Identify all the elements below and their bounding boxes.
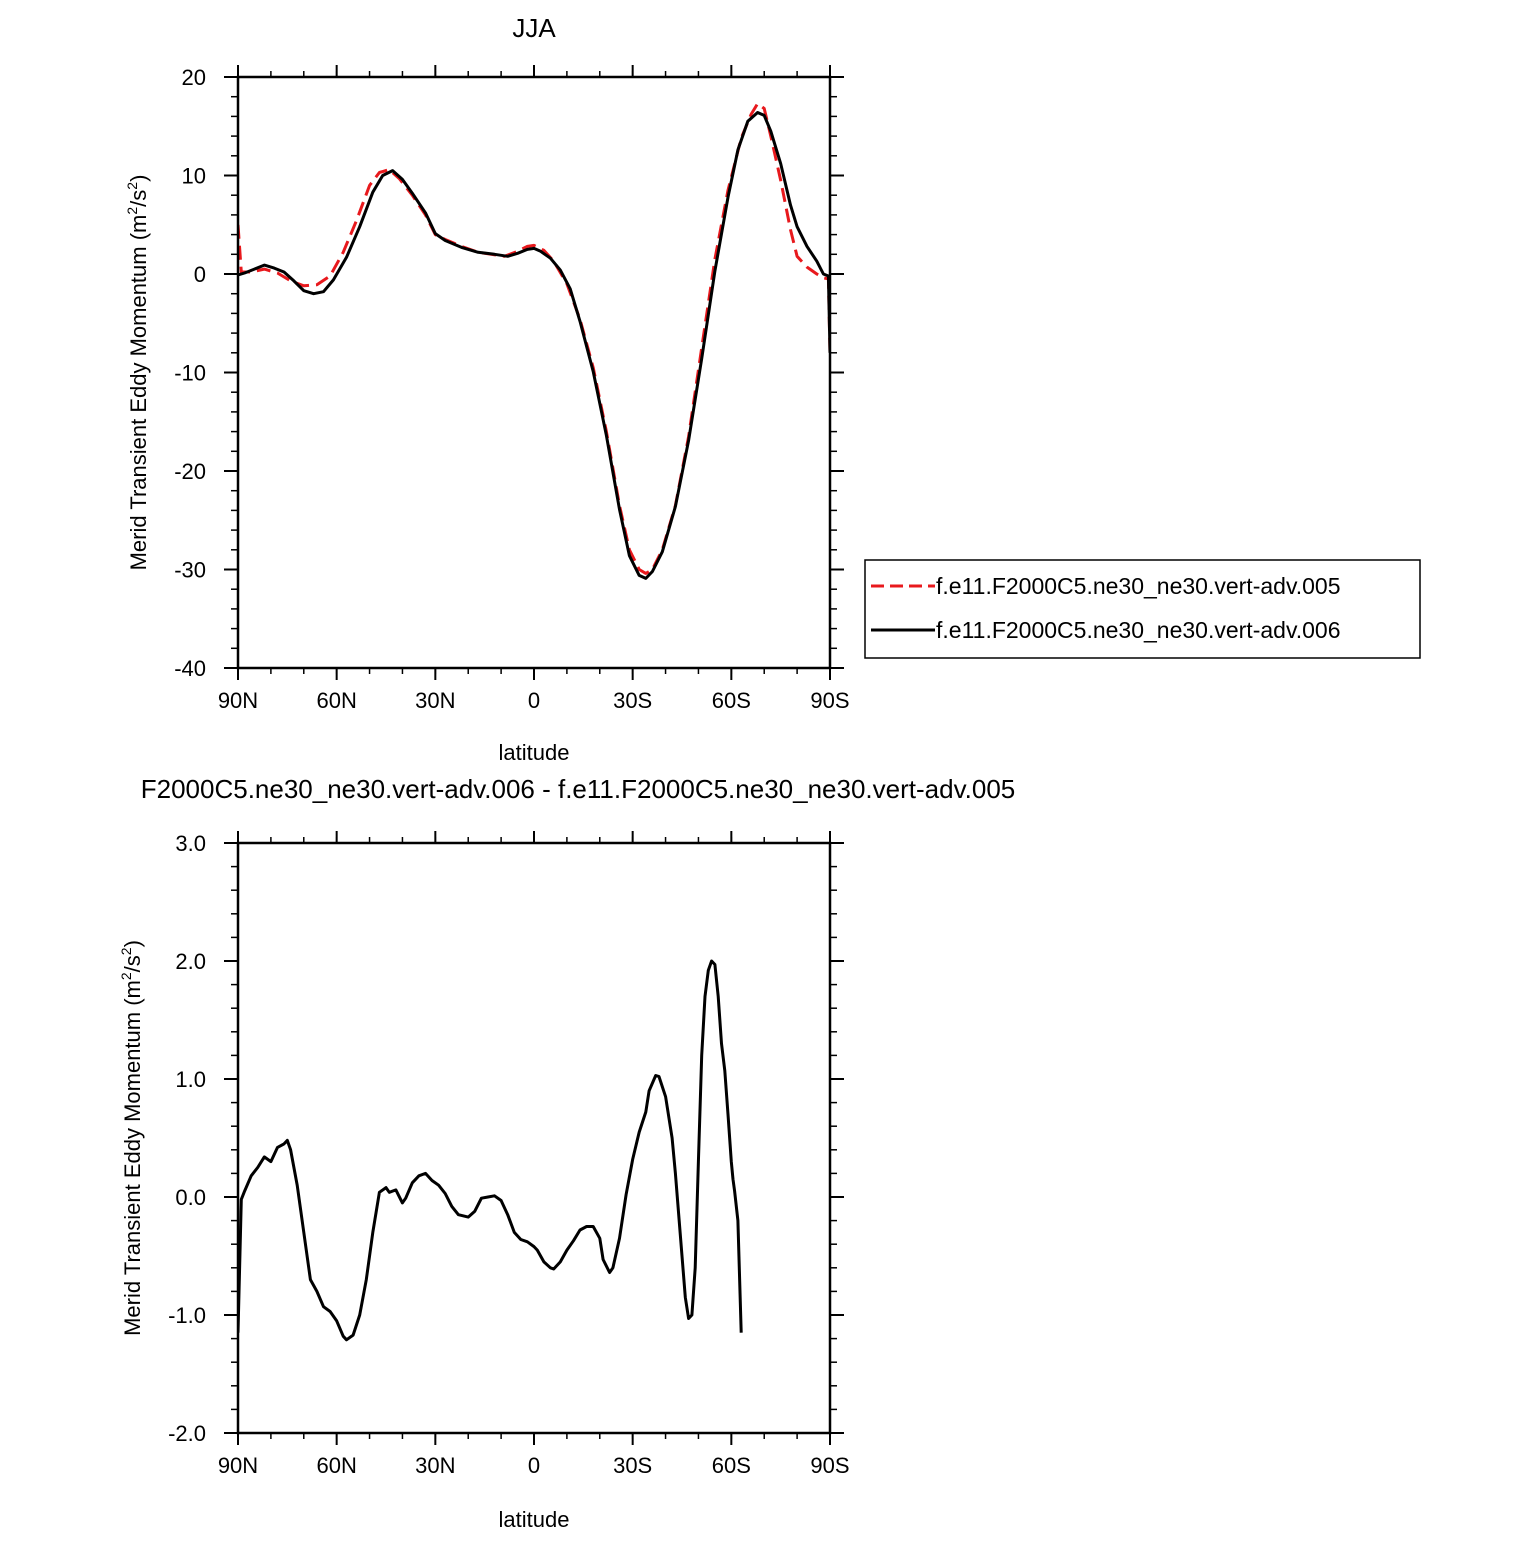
y-axis-label-end: ) [126,175,151,182]
y-tick-label: -10 [174,361,206,386]
y-tick-label: -30 [174,558,206,583]
plot-area: 90N 60N 30N 0 30S 60S 90S 20 10 0 -10 -20 -30 -40 [174,65,850,713]
plot-frame [236,841,832,1435]
series-line-1 [238,111,830,580]
x-tick-label: 30N [415,1453,455,1478]
y-tick-label: -40 [174,656,206,681]
y-axis-label-end: ) [120,940,145,947]
y-axis-label: Merid Transient Eddy Momentum (m2/s2) [118,940,145,1336]
x-tick-label: 90S [810,688,849,713]
x-tick-label: 90N [218,688,258,713]
y-axis-label-main: Merid Transient Eddy Momentum (m [126,215,151,571]
x-tick-label: 90S [810,1453,849,1478]
x-tick-label: 0 [528,688,540,713]
chart-title: F2000C5.ne30_ne30.vert-adv.006 - f.e11.F… [141,774,1016,804]
chart-top-jja: JJA 90N 60N 30N 0 30S 60S 90S 20 10 0 -10 -20 -30 -40… [124,13,1421,765]
y-tick-label: 20 [182,65,206,90]
x-axis-label: latitude [499,740,570,765]
y-axis-label-sup1: 2 [124,207,140,215]
x-tick-label: 30S [613,688,652,713]
x-tick-label: 30S [613,1453,652,1478]
y-tick-label: 1.0 [175,1067,206,1092]
y-axis-label-sup2: 2 [118,947,134,955]
plot-area: 90N 60N 30N 0 30S 60S 90S 3.0 2.0 1.0 0.0 -1.0 -2.0 [168,831,850,1478]
y-axis-label-mid: /s [120,955,145,972]
y-tick-label: -2.0 [168,1421,206,1446]
x-tick-label: 30N [415,688,455,713]
y-tick-label: 10 [182,164,206,189]
x-tick-label: 60N [316,1453,356,1478]
x-tick-label: 0 [528,1453,540,1478]
y-axis-label-sup2: 2 [124,182,140,190]
y-tick-label: 0 [194,262,206,287]
y-tick-label: -20 [174,459,206,484]
y-tick-label: -1.0 [168,1303,206,1328]
legend: f.e11.F2000C5.ne30_ne30.vert-adv.005 f.e… [864,559,1421,659]
y-axis-label: Merid Transient Eddy Momentum (m2/s2) [124,175,151,571]
chart-title: JJA [512,13,556,43]
y-tick-label: 2.0 [175,949,206,974]
y-axis-label-mid: /s [126,190,151,207]
x-tick-label: 60S [712,688,751,713]
chart-bottom-difference: F2000C5.ne30_ne30.vert-adv.006 - f.e11.F… [118,774,1015,1532]
x-tick-label: 90N [218,1453,258,1478]
legend-label-series-005: f.e11.F2000C5.ne30_ne30.vert-adv.005 [936,573,1341,599]
x-tick-label: 60S [712,1453,751,1478]
legend-box [864,559,1421,659]
series-line-0 [238,102,830,575]
y-tick-label: 3.0 [175,831,206,856]
plot-frame [236,75,832,670]
x-axis-label: latitude [499,1507,570,1532]
series-line-0 [238,959,743,1342]
y-tick-label: 0.0 [175,1185,206,1210]
legend-label-series-006: f.e11.F2000C5.ne30_ne30.vert-adv.006 [936,617,1341,643]
x-tick-label: 60N [316,688,356,713]
y-axis-label-main: Merid Transient Eddy Momentum (m [120,980,145,1336]
y-axis-label-sup1: 2 [118,972,134,980]
